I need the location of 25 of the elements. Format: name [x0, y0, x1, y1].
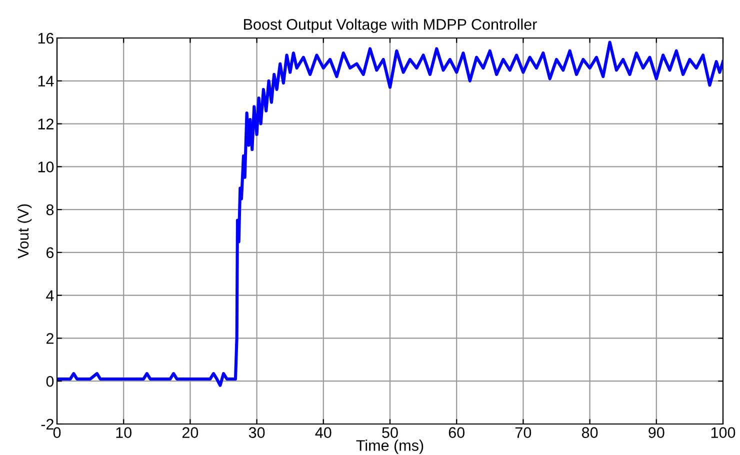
y-tick-label: 0	[46, 376, 54, 387]
line-series	[57, 40, 723, 387]
x-tick-label: 60	[448, 427, 464, 438]
x-tick-label: 40	[315, 427, 332, 438]
x-tick-label: 50	[382, 427, 398, 438]
y-tick-label: 8	[46, 204, 54, 216]
x-tick-label: 30	[248, 427, 265, 438]
y-tick-label: 12	[38, 118, 54, 130]
y-tick-label: 14	[38, 76, 54, 86]
x-tick-label: 80	[582, 427, 598, 438]
x-tick-label: 90	[648, 427, 664, 438]
x-tick-label: 70	[515, 427, 532, 438]
y-tick-label: 4	[46, 290, 54, 301]
x-axis-title: Time (ms)	[356, 440, 424, 454]
y-tick-label: -2	[41, 418, 54, 430]
x-tick-label: 10	[116, 427, 132, 438]
y-tick-label: 10	[38, 162, 54, 172]
x-tick-label: 20	[182, 427, 198, 438]
x-tick-label: 100	[711, 427, 736, 438]
x-tick-label: 0	[53, 427, 61, 438]
chart-title: Boost Output Voltage with MDPP Controller	[244, 18, 537, 33]
y-tick-label: 6	[46, 247, 54, 258]
y-tick-label: 2	[46, 333, 54, 344]
y-tick-label: 16	[38, 32, 54, 44]
y-axis-title: Vout (V)	[17, 204, 32, 259]
